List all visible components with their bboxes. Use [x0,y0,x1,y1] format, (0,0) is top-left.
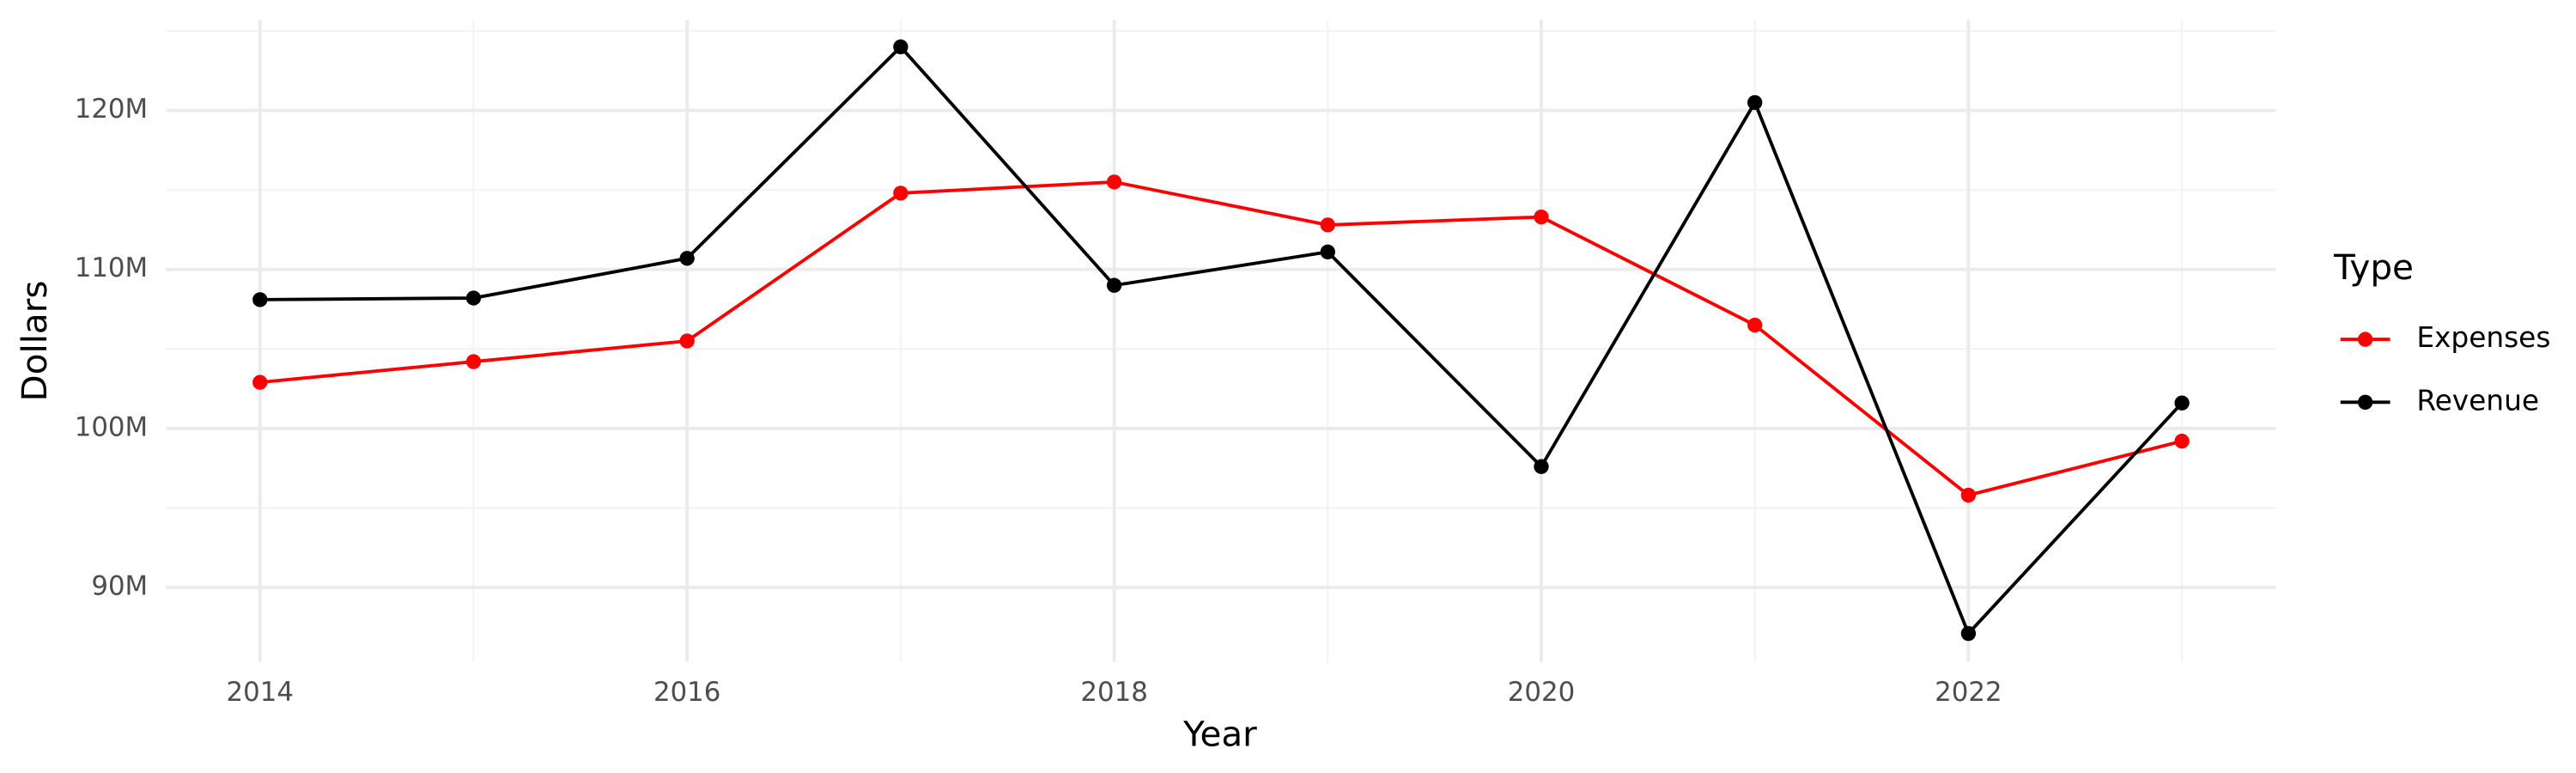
legend-marker [2357,394,2373,410]
data-point [2174,395,2190,411]
data-point [1534,459,1549,474]
legend-title: Type [2333,247,2414,288]
y-tick-label: 100M [75,411,148,442]
data-point [1320,217,1335,233]
data-point [1320,244,1335,260]
data-point [679,333,695,349]
data-point [893,186,908,201]
data-point [252,292,268,307]
y-tick-label: 120M [75,94,148,125]
x-tick-label: 2022 [1935,677,2002,708]
x-tick-label: 2020 [1508,677,1575,708]
data-point [252,374,268,390]
series-line [259,180,2183,497]
data-point [465,354,482,369]
y-tick-label: 90M [91,570,148,601]
data-point [893,39,908,55]
x-tick-label: 2016 [653,677,720,708]
data-point [1747,317,1763,333]
x-tick-label: 2014 [227,677,294,708]
data-point [1534,209,1549,225]
y-axis-label: Dollars [14,281,55,402]
data-point [2174,433,2190,449]
data-point [1960,487,1977,503]
data-point [1747,94,1763,111]
series-line [259,44,2184,637]
x-axis-label: Year [1182,714,1257,755]
data-point [679,251,695,266]
legend-marker [2357,332,2373,347]
data-point [1106,277,1122,293]
data-point [1106,174,1122,190]
legend-label: Expenses [2416,321,2550,354]
data-point [465,290,482,306]
x-tick-label: 2018 [1080,677,1147,708]
legend-label: Revenue [2416,384,2539,417]
y-tick-label: 110M [75,253,148,283]
data-point [1960,625,1977,642]
